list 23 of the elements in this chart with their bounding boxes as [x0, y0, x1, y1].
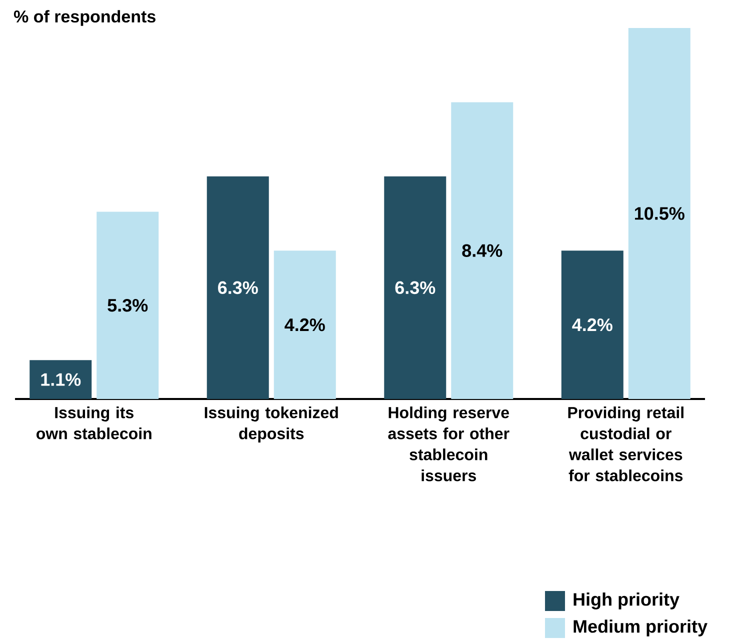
bar: [628, 28, 690, 399]
data-label: 6.3%: [395, 281, 436, 294]
bar: [451, 102, 514, 399]
bar: [96, 212, 159, 399]
bar: [30, 360, 92, 399]
data-label: 1.1%: [41, 373, 81, 386]
x-tick-label: Issuing tokenized deposits: [204, 406, 338, 442]
x-tick-label: Providing retail custodial or wallet services for stablecoins: [568, 406, 684, 482]
data-label: 6.3%: [218, 281, 258, 294]
data-label: 5.3%: [108, 298, 148, 312]
bar: [561, 250, 624, 399]
x-tick-label: Issuing its own stablecoin: [36, 406, 152, 440]
data-label: 8.4%: [462, 244, 502, 257]
x-tick-label: Holding reserve assets for other stablecoin issuers: [388, 406, 510, 482]
bar: [274, 250, 336, 399]
y-axis-title: % of respondents: [14, 10, 156, 26]
legend-label: High priority: [574, 592, 680, 610]
legend-label: Medium priority: [574, 620, 708, 636]
bar: [206, 176, 269, 399]
data-label: 4.2%: [284, 318, 325, 332]
data-label: 10.5%: [635, 207, 684, 220]
data-label: 4.2%: [572, 318, 612, 332]
bar: [384, 176, 446, 399]
